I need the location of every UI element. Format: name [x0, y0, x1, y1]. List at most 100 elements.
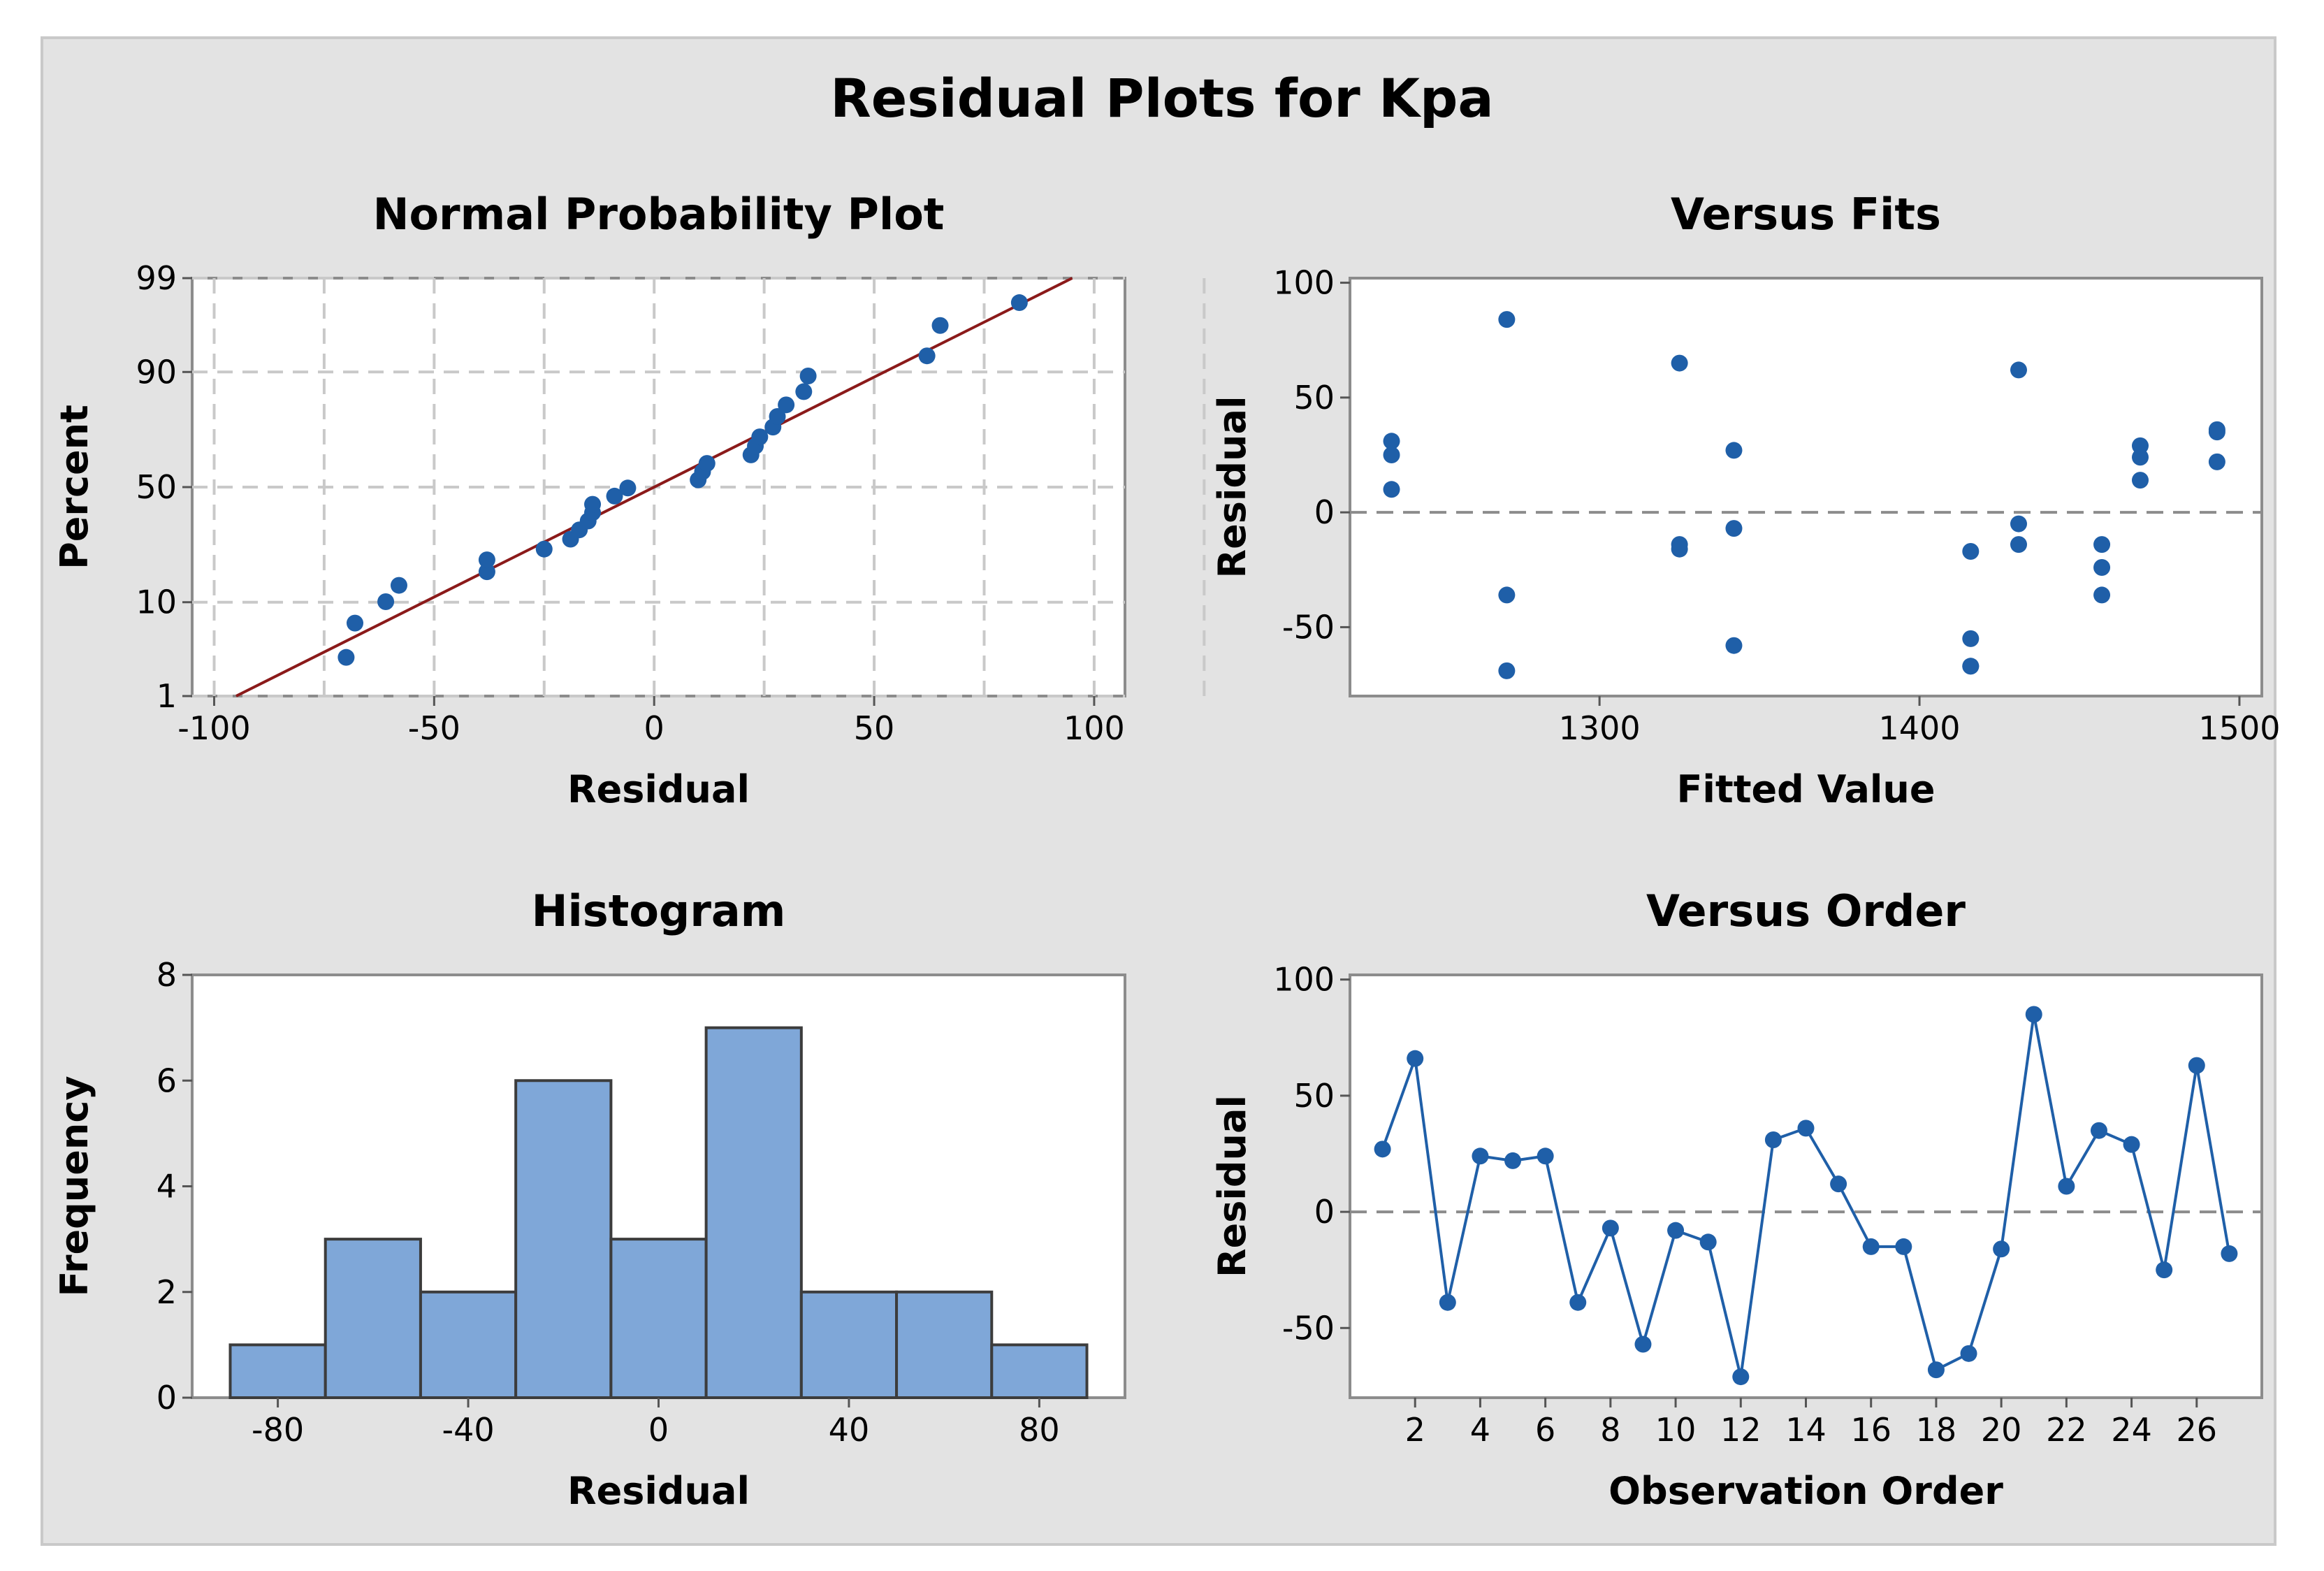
npp-point — [337, 649, 355, 666]
order-xtick-label: 24 — [2111, 1411, 2152, 1449]
order-xtick-label: 22 — [2046, 1411, 2087, 1449]
fits-title: Versus Fits — [1671, 189, 1941, 240]
hist-bar — [609, 1238, 708, 1399]
npp-point — [778, 396, 795, 414]
hist-ytick-label: 8 — [157, 956, 177, 994]
order-point — [2058, 1178, 2075, 1195]
fits-point — [1725, 442, 1743, 459]
npp-point — [478, 563, 495, 581]
fits-point — [1498, 662, 1516, 679]
order-point — [2188, 1057, 2205, 1074]
order-xtick-label: 8 — [1600, 1411, 1620, 1449]
order-xtick-label: 14 — [1785, 1411, 1826, 1449]
npp-ytick-label: 1 — [157, 677, 177, 715]
order-ylabel: Residual — [1210, 1095, 1254, 1277]
hist-bar — [324, 1238, 422, 1399]
npp-point — [346, 614, 363, 632]
fits-point — [2132, 449, 2149, 466]
hist-xlabel: Residual — [567, 1469, 750, 1513]
order-xtick-label: 2 — [1405, 1411, 1425, 1449]
order-point — [1960, 1345, 1977, 1362]
hist-ytick-label: 4 — [157, 1168, 177, 1206]
hist-bar — [704, 1026, 803, 1399]
fits-point — [2132, 437, 2149, 454]
fits-ytick-label: 100 — [1273, 264, 1335, 302]
fits-point — [1383, 447, 1400, 463]
order-point — [1569, 1294, 1587, 1311]
fits-point — [2093, 586, 2111, 604]
order-xtick-label: 20 — [1981, 1411, 2022, 1449]
fits-point — [1962, 543, 1980, 560]
order-plot-area — [1349, 973, 2263, 1399]
order-point — [1439, 1294, 1456, 1311]
npp-point — [698, 455, 716, 472]
hist-ylabel: Frequency — [52, 1076, 96, 1296]
npp-point — [535, 540, 553, 558]
fits-point — [2208, 453, 2225, 470]
order-xtick-label: 16 — [1850, 1411, 1891, 1449]
order-point — [2221, 1245, 2238, 1262]
order-point — [1699, 1233, 1717, 1251]
npp-ytick-label: 99 — [136, 259, 177, 297]
order-point — [1537, 1148, 1554, 1165]
hist-bar — [990, 1343, 1089, 1399]
npp-ytick-label: 90 — [136, 353, 177, 391]
npp-ylabel: Percent — [52, 405, 96, 570]
order-point — [1797, 1120, 1815, 1137]
chart-normal-probability: -100 -50 0 50 100 1 10 50 90 99 Normal Probabilit… — [52, 189, 1206, 811]
order-ytick-label: 100 — [1273, 961, 1335, 999]
npp-point — [799, 367, 817, 384]
npp-point — [377, 593, 395, 610]
order-xtick-label: 26 — [2177, 1411, 2218, 1449]
hist-bar — [895, 1290, 994, 1399]
order-point — [1764, 1131, 1782, 1149]
hist-ytick-label: 6 — [157, 1062, 177, 1099]
order-point — [1927, 1361, 1945, 1379]
npp-xlabel: Residual — [567, 767, 750, 811]
order-xtick-label: 4 — [1470, 1411, 1490, 1449]
hist-bar — [799, 1290, 899, 1399]
npp-xtick-label: -50 — [408, 709, 460, 747]
fits-ylabel: Residual — [1210, 396, 1254, 579]
hist-xtick-label: -80 — [252, 1411, 304, 1449]
fits-point — [2010, 361, 2027, 379]
hist-bar — [228, 1343, 327, 1399]
order-xlabel: Observation Order — [1608, 1469, 2003, 1513]
order-title: Versus Order — [1646, 885, 1966, 936]
fits-point — [2093, 559, 2111, 576]
order-point — [2156, 1261, 2173, 1279]
hist-ytick-label: 2 — [157, 1273, 177, 1311]
chart-histogram: -80 -40 0 40 80 0 2 4 6 8 Histogram Residual Freq… — [52, 885, 1126, 1513]
order-xtick-label: 12 — [1720, 1411, 1762, 1449]
npp-title: Normal Probability Plot — [373, 189, 945, 240]
npp-xtick-label: -100 — [177, 709, 250, 747]
hist-title: Histogram — [532, 885, 786, 936]
hist-xtick-label: 40 — [829, 1411, 870, 1449]
order-ytick-label: 50 — [1293, 1077, 1335, 1115]
order-point — [1374, 1141, 1391, 1158]
fits-point — [1671, 540, 1688, 558]
npp-xtick-label: 100 — [1063, 709, 1125, 747]
fits-point — [2010, 515, 2027, 533]
order-point — [1472, 1148, 1489, 1165]
chart-versus-fits: 1300 1400 1500 -50 0 50 100 Versus Fits Fitted… — [1210, 189, 2280, 811]
fits-point — [1383, 433, 1400, 450]
order-point — [1407, 1050, 1424, 1067]
fits-point — [2132, 472, 2149, 489]
npp-point — [769, 408, 786, 426]
order-xtick-label: 6 — [1535, 1411, 1555, 1449]
npp-ytick-label: 10 — [136, 584, 177, 621]
fits-point — [2208, 421, 2225, 438]
fits-point — [1962, 630, 1980, 647]
npp-point — [795, 383, 813, 400]
fits-ytick-label: -50 — [1282, 608, 1335, 646]
order-xtick-label: 18 — [1916, 1411, 1957, 1449]
fits-plot-area — [1349, 277, 2263, 697]
npp-xtick-label: 50 — [854, 709, 895, 747]
order-point — [1895, 1238, 1912, 1255]
order-point — [1732, 1368, 1750, 1386]
order-point — [2090, 1122, 2107, 1139]
fits-point — [1671, 354, 1688, 372]
npp-point — [1010, 294, 1028, 312]
